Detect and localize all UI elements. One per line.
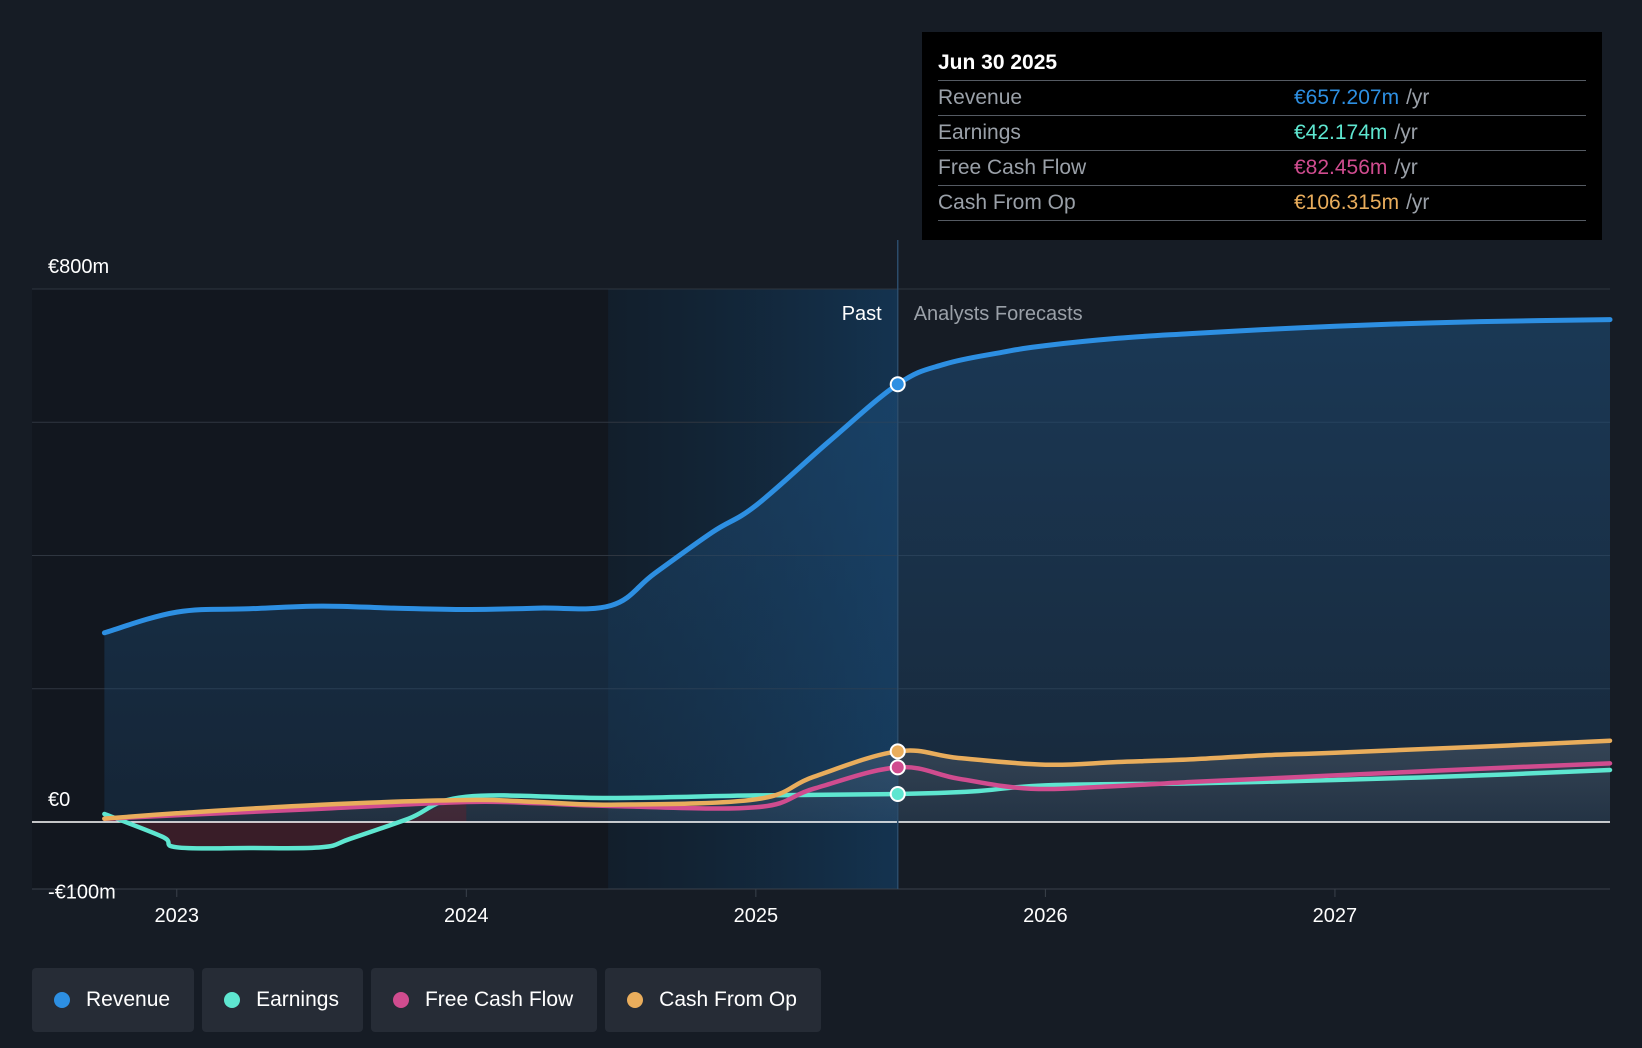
legend: Revenue Earnings Free Cash Flow Cash From O…	[32, 968, 821, 1032]
legend-item-free-cash-flow[interactable]: Free Cash Flow	[370, 968, 598, 1032]
tooltip-row-value: €657.207m	[1294, 86, 1400, 109]
revenue-area	[104, 319, 1610, 822]
past-label: Past	[842, 303, 882, 325]
tooltip-row-label: Free Cash Flow	[938, 156, 1087, 179]
legend-item-cash-from-op[interactable]: Cash From Op	[605, 968, 821, 1032]
tooltip-row-revenue: Revenue €657.207m/yr	[938, 80, 1586, 115]
free-cash-flow-marker	[889, 759, 906, 776]
tooltip-row-label: Cash From Op	[938, 191, 1076, 214]
tooltip-row-unit: /yr	[1406, 191, 1430, 214]
tooltip-row-unit: /yr	[1394, 121, 1418, 144]
earnings-line	[102, 767, 1613, 851]
x-tick-label: 2024	[444, 905, 489, 927]
tooltip-row-free-cash-flow: Free Cash Flow €82.456m/yr	[938, 150, 1586, 185]
revenue-line	[101, 317, 1613, 636]
cash-from-op-line	[102, 738, 1613, 821]
x-tick-label: 2025	[734, 905, 779, 927]
tooltip-date: Jun 30 2025	[938, 51, 1058, 74]
tooltip-row-label: Revenue	[938, 86, 1023, 109]
earnings-marker	[889, 786, 906, 803]
cash-from-op-marker	[889, 743, 906, 760]
legend-label: Cash From Op	[659, 988, 797, 1011]
legend-item-revenue[interactable]: Revenue	[32, 968, 195, 1032]
legend-item-earnings[interactable]: Earnings	[202, 968, 363, 1032]
legend-dot-icon	[54, 992, 70, 1008]
revenue-marker	[889, 376, 906, 393]
y-label-top: €800m	[48, 256, 109, 278]
tooltip-row-unit: /yr	[1394, 156, 1418, 179]
tooltip-row-cash-from-op: Cash From Op €106.315m/yr	[938, 185, 1586, 221]
legend-label: Free Cash Flow	[424, 988, 574, 1011]
tooltip-row-value: €42.174m	[1294, 121, 1388, 144]
legend-dot-icon	[224, 992, 241, 1008]
y-label-zero: €0	[48, 789, 70, 811]
legend-label: Earnings	[256, 988, 339, 1011]
free-cash-flow-line	[102, 761, 1613, 821]
x-tick-label: 2023	[155, 905, 200, 927]
x-tick-label: 2026	[1023, 905, 1068, 927]
legend-dot-icon	[627, 992, 644, 1008]
tooltip-row-value: €106.315m	[1294, 191, 1400, 214]
legend-dot-icon	[392, 992, 409, 1008]
tooltip-row-unit: /yr	[1406, 86, 1430, 109]
legend-label: Revenue	[86, 988, 171, 1011]
tooltip-row-label: Earnings	[938, 121, 1021, 144]
forecast-label: Analysts Forecasts	[914, 303, 1083, 325]
tooltip-row-earnings: Earnings €42.174m/yr	[938, 115, 1586, 150]
tooltip-panel: Jun 30 2025 Revenue €657.207m/yr Earnings €…	[922, 32, 1602, 240]
y-label-bottom: -€100m	[48, 882, 116, 904]
tooltip-row-value: €82.456m	[1294, 156, 1388, 179]
x-tick-label: 2027	[1313, 905, 1358, 927]
